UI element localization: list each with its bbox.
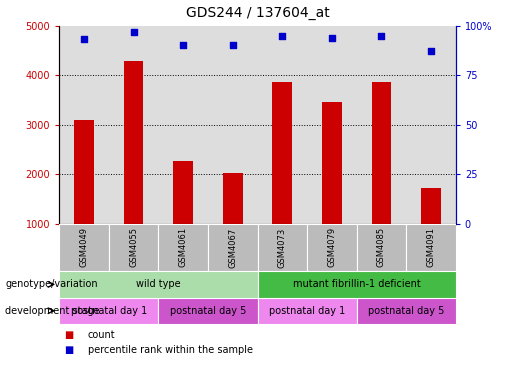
Text: GSM4061: GSM4061 — [179, 227, 187, 268]
Text: genotype/variation: genotype/variation — [5, 279, 98, 290]
Point — [80, 37, 88, 42]
Point — [328, 34, 336, 40]
Bar — [109, 224, 159, 271]
Bar — [159, 298, 258, 324]
Bar — [173, 161, 193, 273]
Text: postnatal day 1: postnatal day 1 — [71, 306, 147, 316]
Text: GSM4073: GSM4073 — [278, 227, 287, 268]
Text: wild type: wild type — [136, 279, 181, 290]
Bar — [371, 82, 391, 273]
Point — [377, 33, 386, 38]
Text: mutant fibrillin-1 deficient: mutant fibrillin-1 deficient — [293, 279, 421, 290]
Text: ■: ■ — [64, 344, 74, 355]
Bar — [208, 224, 258, 271]
Bar — [124, 61, 144, 273]
Bar — [356, 224, 406, 271]
Bar — [322, 102, 342, 273]
Text: postnatal day 5: postnatal day 5 — [170, 306, 246, 316]
Bar — [159, 224, 208, 271]
Bar — [421, 188, 441, 273]
Text: ■: ■ — [64, 330, 74, 340]
Bar — [258, 298, 356, 324]
Text: GSM4049: GSM4049 — [79, 227, 89, 268]
Text: GSM4055: GSM4055 — [129, 227, 138, 268]
Point — [129, 29, 138, 34]
Text: percentile rank within the sample: percentile rank within the sample — [88, 344, 252, 355]
Bar — [258, 224, 307, 271]
Bar — [59, 298, 159, 324]
Bar — [74, 120, 94, 273]
Text: GSM4079: GSM4079 — [328, 227, 336, 268]
Bar — [307, 224, 356, 271]
Point — [229, 42, 237, 48]
Text: GDS244 / 137604_at: GDS244 / 137604_at — [185, 6, 330, 20]
Text: GSM4091: GSM4091 — [426, 227, 436, 268]
Text: development stage: development stage — [5, 306, 100, 316]
Point — [427, 48, 435, 54]
Bar — [258, 271, 456, 298]
Text: GSM4067: GSM4067 — [228, 227, 237, 268]
Bar — [59, 271, 258, 298]
Text: postnatal day 5: postnatal day 5 — [368, 306, 444, 316]
Bar — [406, 224, 456, 271]
Bar — [356, 298, 456, 324]
Point — [278, 33, 286, 38]
Text: postnatal day 1: postnatal day 1 — [269, 306, 345, 316]
Bar — [272, 82, 292, 273]
Text: GSM4085: GSM4085 — [377, 227, 386, 268]
Text: count: count — [88, 330, 115, 340]
Point — [179, 42, 187, 48]
Bar — [223, 173, 243, 273]
Bar — [59, 224, 109, 271]
